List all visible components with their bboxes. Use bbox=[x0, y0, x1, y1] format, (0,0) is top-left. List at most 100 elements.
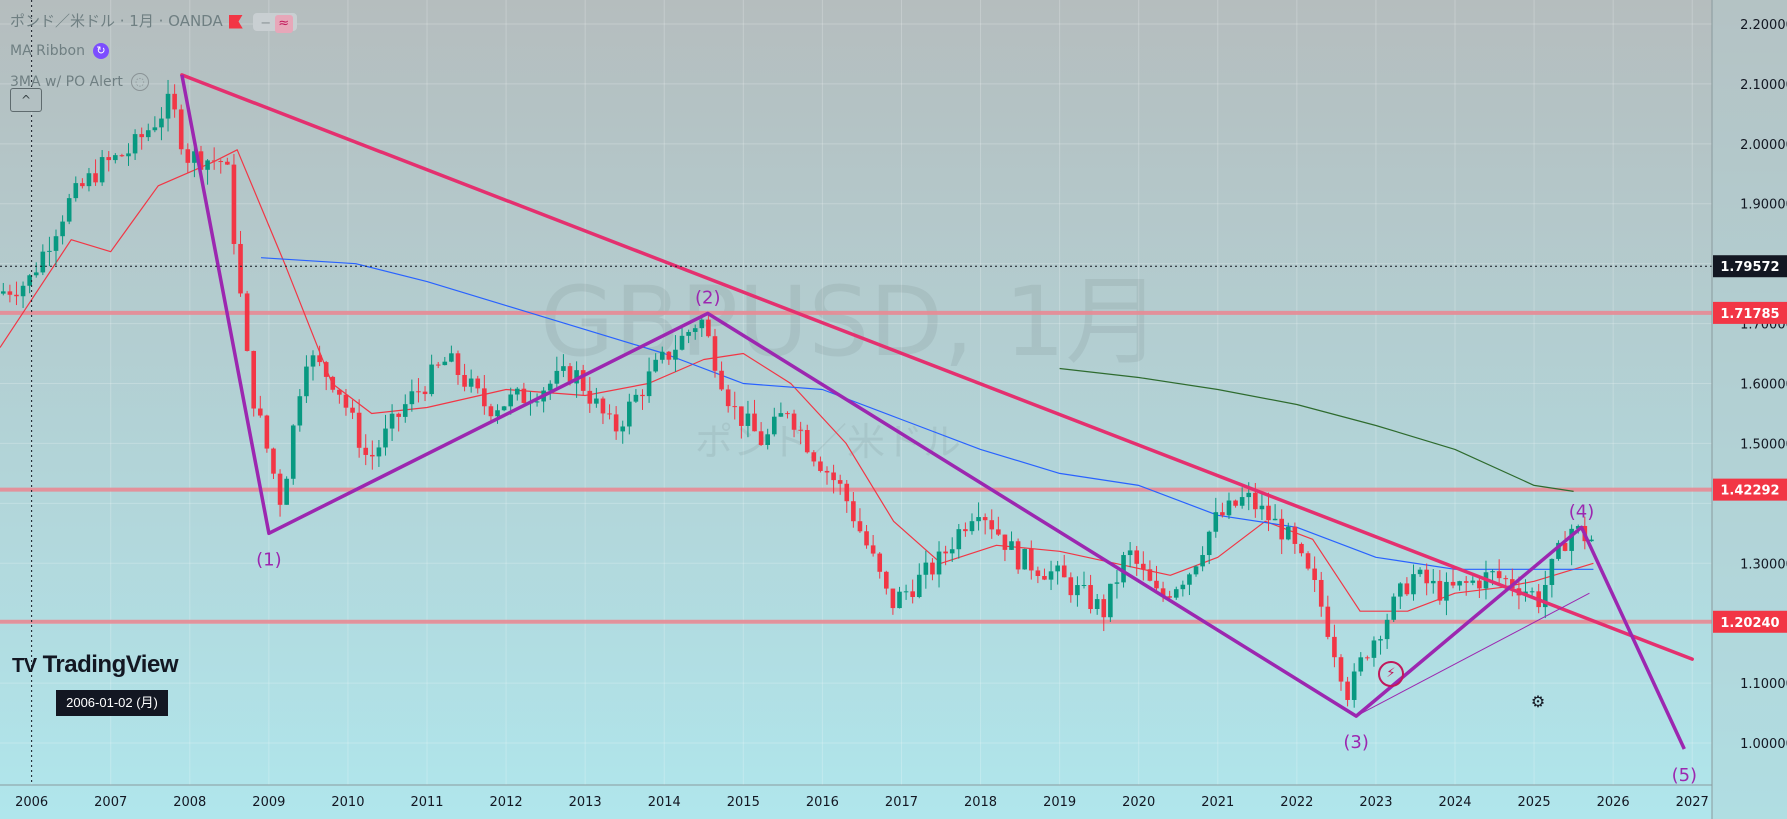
candle-up bbox=[495, 410, 500, 417]
candle-down bbox=[1088, 585, 1093, 610]
candle-up bbox=[192, 151, 197, 163]
tradingview-logo[interactable]: TV TradingView bbox=[12, 651, 179, 679]
candle-up bbox=[145, 130, 151, 138]
candle-up bbox=[1108, 583, 1113, 618]
candle-up bbox=[1378, 639, 1383, 641]
candle-down bbox=[725, 389, 731, 407]
collapse-legend-button[interactable]: ^ bbox=[10, 88, 42, 112]
candle-down bbox=[837, 480, 843, 484]
minus-icon[interactable]: − bbox=[260, 15, 272, 31]
candle-down bbox=[804, 430, 810, 453]
descending-trendline[interactable] bbox=[180, 73, 1694, 661]
candle-up bbox=[152, 127, 158, 131]
refresh-icon[interactable]: ↻ bbox=[92, 43, 109, 59]
wave-icon[interactable]: ≈ bbox=[274, 14, 293, 33]
elliott-wave-line[interactable] bbox=[180, 74, 1686, 750]
time-tick-label: 2024 bbox=[1438, 795, 1471, 810]
symbol-title[interactable]: ポンド／米ドル · 1月 · OANDA bbox=[10, 12, 223, 30]
candle-up bbox=[1351, 671, 1357, 700]
indicator-3ma[interactable]: 3MA w/ PO Alert ◌ bbox=[10, 73, 149, 91]
candle-down bbox=[640, 394, 645, 397]
candle-down bbox=[271, 448, 276, 474]
candle-down bbox=[119, 155, 125, 157]
candle-up bbox=[778, 413, 784, 417]
price-label-box bbox=[1713, 610, 1787, 633]
candle-up bbox=[897, 591, 902, 609]
candle-up bbox=[1529, 591, 1535, 593]
candle-down bbox=[1167, 596, 1172, 598]
drawings[interactable]: (1) (2) (3) (4) (5) bbox=[180, 73, 1697, 786]
price-tick-label: 1.30000 bbox=[1740, 557, 1787, 572]
price-label-box bbox=[1713, 301, 1787, 324]
time-tick-label: 2008 bbox=[173, 795, 206, 810]
candle-up bbox=[402, 404, 408, 417]
time-tick-label: 2023 bbox=[1359, 795, 1392, 810]
ma-green-line bbox=[1059, 367, 1574, 492]
candle-up bbox=[40, 251, 46, 273]
flag-icon[interactable] bbox=[228, 14, 243, 29]
price-tick-label: 2.20000 bbox=[1740, 18, 1787, 33]
indicator-ma-ribbon-label[interactable]: MA Ribbon bbox=[10, 43, 85, 59]
candle-up bbox=[1444, 581, 1449, 601]
price-label-box bbox=[1713, 478, 1787, 501]
candle-up bbox=[501, 406, 507, 411]
candle-down bbox=[719, 370, 724, 390]
symbol-header[interactable]: ポンド／米ドル · 1月 · OANDA − ≈ bbox=[10, 10, 297, 33]
candle-down bbox=[521, 388, 527, 403]
alert-bolt-icon[interactable]: ⚡ bbox=[1378, 661, 1404, 687]
price-axis-panel[interactable] bbox=[1712, 0, 1787, 819]
candle-down bbox=[712, 336, 718, 371]
candle-up bbox=[290, 425, 296, 479]
crosshair bbox=[0, 0, 1712, 785]
candle-down bbox=[818, 461, 823, 471]
price-axis[interactable]: 2.200002.100002.000001.900001.700001.600… bbox=[1713, 18, 1787, 752]
price-label-text: 1.79572 bbox=[1720, 260, 1779, 275]
channel-line[interactable] bbox=[1355, 592, 1590, 717]
time-tick-label: 2014 bbox=[648, 795, 681, 810]
candles bbox=[0, 79, 1594, 708]
candle-up bbox=[620, 426, 626, 432]
candle-down bbox=[963, 529, 968, 532]
candle-up bbox=[99, 157, 105, 183]
candle-down bbox=[1141, 563, 1146, 570]
candle-down bbox=[857, 521, 863, 532]
candle-down bbox=[1147, 569, 1153, 581]
candle-down bbox=[811, 452, 817, 462]
time-tick-label: 2026 bbox=[1597, 795, 1630, 810]
indicator-ma-ribbon[interactable]: MA Ribbon ↻ bbox=[10, 43, 109, 59]
price-tick-label: 1.90000 bbox=[1740, 198, 1787, 213]
candle-down bbox=[1562, 542, 1568, 551]
candle-down bbox=[363, 447, 369, 455]
time-tick-label: 2020 bbox=[1122, 795, 1155, 810]
wave-label: (4) bbox=[1569, 501, 1595, 522]
candle-down bbox=[1318, 579, 1324, 607]
candle-up bbox=[1589, 539, 1594, 542]
view-toggle[interactable]: − ≈ bbox=[252, 12, 297, 33]
time-axis[interactable]: 2006 2007 2008 2009 2010 2011 2012 2013 2014 2015… bbox=[15, 795, 1709, 810]
candle-up bbox=[66, 198, 72, 222]
candle-down bbox=[910, 591, 915, 598]
settings-gear-icon[interactable]: ⚙ bbox=[1530, 692, 1546, 711]
candle-up bbox=[1384, 619, 1390, 640]
candle-up bbox=[659, 351, 665, 360]
candle-down bbox=[930, 562, 935, 575]
candle-up bbox=[923, 562, 929, 575]
time-tick-label: 2021 bbox=[1201, 795, 1234, 810]
time-tick-label: 2015 bbox=[727, 795, 760, 810]
candle-down bbox=[1134, 550, 1140, 564]
candle-down bbox=[475, 378, 481, 389]
candle-down bbox=[1220, 512, 1225, 516]
indicator-3ma-label[interactable]: 3MA w/ PO Alert bbox=[10, 74, 123, 90]
time-tick-label: 2025 bbox=[1518, 795, 1551, 810]
candle-down bbox=[1068, 577, 1074, 596]
candle-down bbox=[758, 431, 764, 445]
candle-down bbox=[884, 571, 889, 589]
candle-up bbox=[1457, 581, 1462, 586]
candle-down bbox=[396, 413, 401, 417]
candle-down bbox=[343, 394, 349, 408]
eye-hidden-icon[interactable]: ◌ bbox=[130, 73, 149, 91]
time-tick-label: 2027 bbox=[1676, 795, 1709, 810]
candle-up bbox=[1022, 548, 1027, 570]
candle-up bbox=[1200, 555, 1205, 567]
